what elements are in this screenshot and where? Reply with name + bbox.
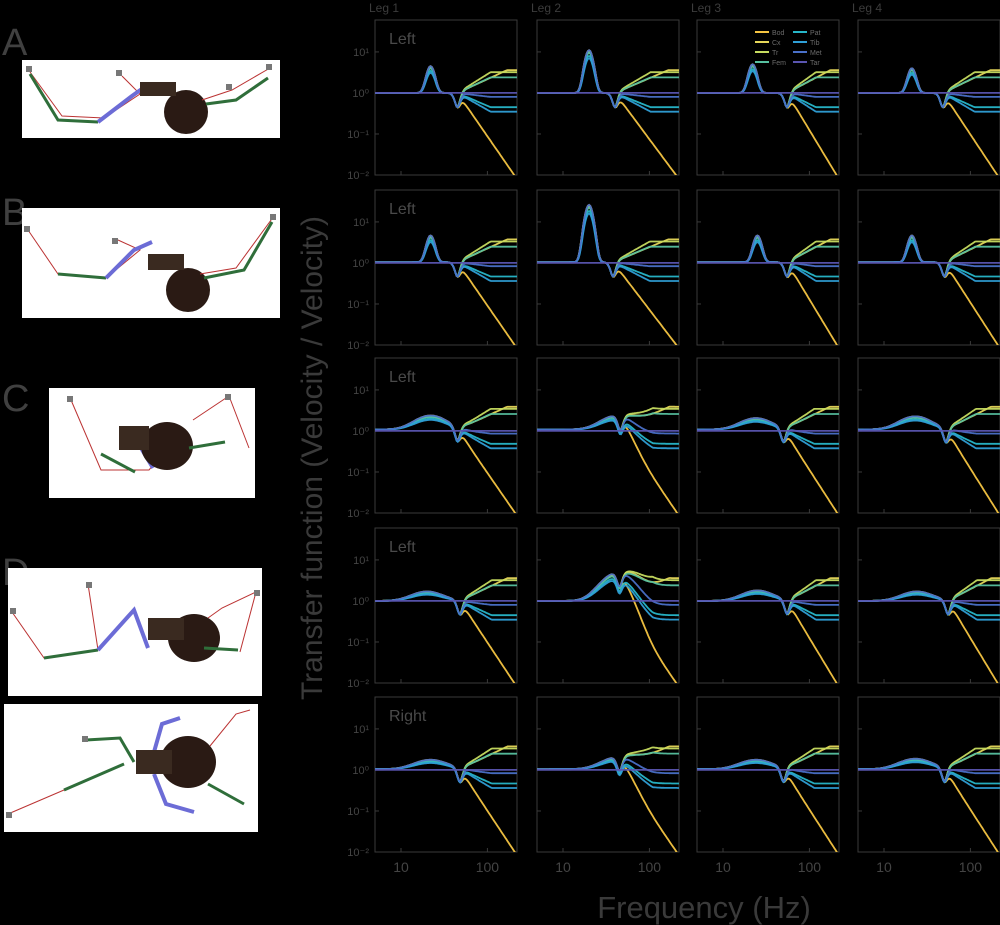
legend-label-tib: Tib [810, 40, 820, 47]
panel-r2-c1 [374, 189, 518, 346]
side-label-row-4: Left [389, 539, 416, 556]
xtick-label-r5-c4-1: 100 [959, 859, 983, 875]
ytick-label-r3-c1-0: 10¹ [353, 385, 369, 397]
ytick-label-r4-c1-2: 10⁻¹ [347, 637, 369, 649]
ytick-label-r4-c1-1: 10⁰ [352, 596, 369, 608]
series-line-met-r5-c3 [697, 758, 839, 783]
leg-title-1: Leg 1 [369, 1, 399, 15]
xtick-label-r5-c2-1: 100 [638, 859, 662, 875]
series-line-met-r3-c2 [537, 415, 679, 435]
ytick-label-r2-c1-1: 10⁰ [352, 258, 369, 270]
panel-r3-c2 [536, 357, 680, 514]
spider-drawing-a [26, 64, 272, 134]
spider-model-a [22, 60, 280, 138]
ytick-label-r2-c1-3: 10⁻² [347, 340, 369, 352]
leg-title-2: Leg 2 [531, 1, 561, 15]
spider-drawing-d-top [6, 709, 251, 818]
ytick-label-r3-c1-2: 10⁻¹ [347, 467, 369, 479]
panel-r2-c3 [696, 189, 840, 346]
row-letter-c: C [2, 378, 30, 420]
ytick-label-r3-c1-3: 10⁻² [347, 508, 369, 520]
panel-r3-c1 [374, 357, 518, 514]
row-letter-a: A [2, 22, 28, 64]
series-line-met-r3-c3 [697, 417, 839, 443]
ytick-label-r4-c1-3: 10⁻² [347, 678, 369, 690]
series-line-met-r3-c1 [375, 414, 517, 442]
ytick-label-r5-c1-1: 10⁰ [352, 765, 369, 777]
panel-r2-c2 [536, 189, 680, 346]
series-line-met-r3-c4 [858, 415, 1000, 443]
ytick-label-r3-c1-1: 10⁰ [352, 426, 369, 438]
xtick-label-r5-c3-1: 100 [798, 859, 822, 875]
ytick-label-r1-c1-1: 10⁰ [352, 88, 369, 100]
legend-label-cx: Cx [772, 40, 781, 47]
ytick-label-r1-c1-2: 10⁻¹ [347, 129, 369, 141]
panel-r3-c4 [857, 357, 1000, 514]
legend-label-bod: Bod [772, 30, 785, 37]
panel-r5-c4 [857, 696, 1000, 853]
ytick-label-r2-c1-0: 10¹ [353, 217, 369, 229]
spider-drawing-b [24, 214, 276, 312]
series-line-met-r5-c4 [858, 757, 1000, 783]
panel-r2-c4 [857, 189, 1000, 346]
ytick-label-r5-c1-3: 10⁻² [347, 847, 369, 859]
legend-label-fem: Fem [772, 60, 786, 67]
side-label-row-3: Left [389, 369, 416, 386]
xtick-label-r5-c1-1: 100 [476, 859, 500, 875]
ytick-label-r1-c1-3: 10⁻² [347, 170, 369, 182]
legend-label-pat: Pat [810, 30, 821, 37]
x-axis-label: Frequency (Hz) [597, 890, 811, 925]
xtick-label-r5-c2-0: 10 [555, 859, 571, 875]
legend-label-tar: Tar [810, 60, 820, 67]
y-axis-label: Transfer function (Velocity / Velocity) [296, 216, 329, 700]
ytick-label-r1-c1-0: 10¹ [353, 47, 369, 59]
side-label-row-5: Right [389, 708, 427, 725]
series-line-met-r5-c1 [375, 758, 517, 783]
ytick-label-r2-c1-2: 10⁻¹ [347, 299, 369, 311]
legend-label-met: Met [810, 50, 822, 57]
spider-model-c [49, 388, 255, 498]
ytick-label-r5-c1-2: 10⁻¹ [347, 806, 369, 818]
panel-r3-c3 [696, 357, 840, 514]
ytick-label-r5-c1-0: 10¹ [353, 724, 369, 736]
panel-r4-c2 [536, 527, 680, 684]
xtick-label-r5-c1-0: 10 [393, 859, 409, 875]
spider-model-b [22, 208, 280, 318]
panel-r5-c2 [536, 696, 680, 853]
legend-label-tr: Tr [772, 50, 779, 57]
leg-title-4: Leg 4 [852, 1, 882, 15]
series-line-met-r4-c1 [375, 590, 517, 616]
xtick-label-r5-c3-0: 10 [715, 859, 731, 875]
panel-r5-c1 [374, 696, 518, 853]
side-label-row-1: Left [389, 31, 416, 48]
spider-model-d-top [4, 704, 258, 832]
leg-title-3: Leg 3 [691, 1, 721, 15]
ytick-label-r4-c1-0: 10¹ [353, 555, 369, 567]
spider-drawing-d-side [10, 582, 260, 662]
side-label-row-2: Left [389, 201, 416, 218]
spider-model-d-side [8, 568, 262, 696]
panel-r5-c3 [696, 696, 840, 853]
spider-drawing-c [67, 394, 250, 474]
xtick-label-r5-c4-0: 10 [876, 859, 892, 875]
